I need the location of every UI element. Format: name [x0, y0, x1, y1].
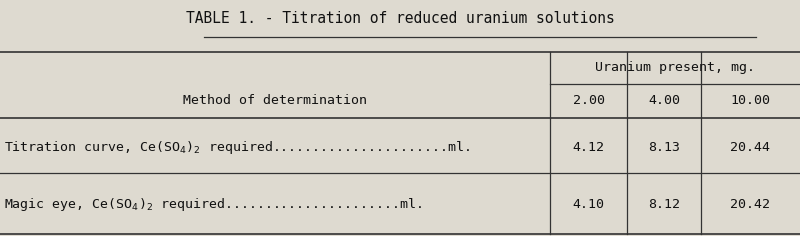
Text: 4.10: 4.10 — [573, 198, 605, 211]
Text: 4.00: 4.00 — [648, 94, 680, 107]
Text: 20.44: 20.44 — [730, 141, 770, 154]
Text: 8.13: 8.13 — [648, 141, 680, 154]
Text: Magic eye, Ce(SO$_4$)$_2$ required......................ml.: Magic eye, Ce(SO$_4$)$_2$ required......… — [4, 196, 422, 213]
Text: 8.12: 8.12 — [648, 198, 680, 211]
Text: Titration curve, Ce(SO$_4$)$_2$ required......................ml.: Titration curve, Ce(SO$_4$)$_2$ required… — [4, 139, 470, 156]
Text: Uranium present, mg.: Uranium present, mg. — [595, 61, 755, 74]
Text: 2.00: 2.00 — [573, 94, 605, 107]
Text: TABLE 1. - Titration of reduced uranium solutions: TABLE 1. - Titration of reduced uranium … — [186, 11, 614, 26]
Text: 20.42: 20.42 — [730, 198, 770, 211]
Text: 4.12: 4.12 — [573, 141, 605, 154]
Text: 10.00: 10.00 — [730, 94, 770, 107]
Text: Method of determination: Method of determination — [183, 94, 367, 107]
